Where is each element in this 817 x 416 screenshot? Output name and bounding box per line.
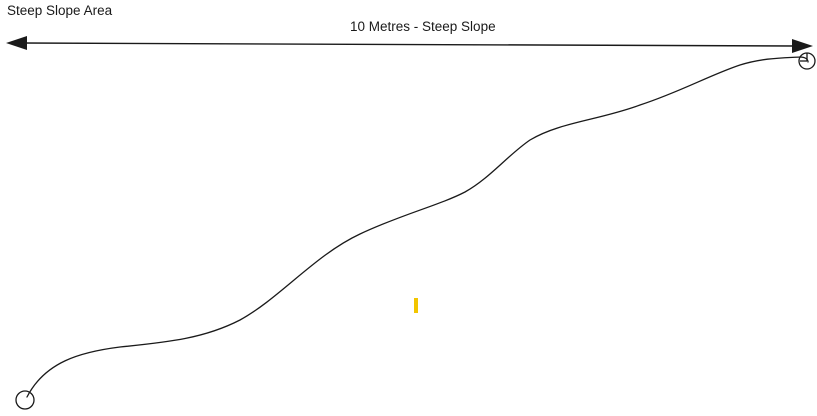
left-arrowhead-icon [6, 36, 27, 50]
right-arrowhead-icon [792, 39, 813, 53]
end-point-marker [798, 52, 816, 70]
slope-profile-line [26, 56, 809, 398]
span-label: 10 Metres - Steep Slope [350, 19, 496, 34]
dimension-arrow [6, 36, 813, 53]
yellow-bar-icon [414, 298, 418, 313]
start-point-circle-icon [15, 390, 35, 410]
area-title: Steep Slope Area [7, 3, 113, 18]
dimension-line [21, 42, 797, 47]
